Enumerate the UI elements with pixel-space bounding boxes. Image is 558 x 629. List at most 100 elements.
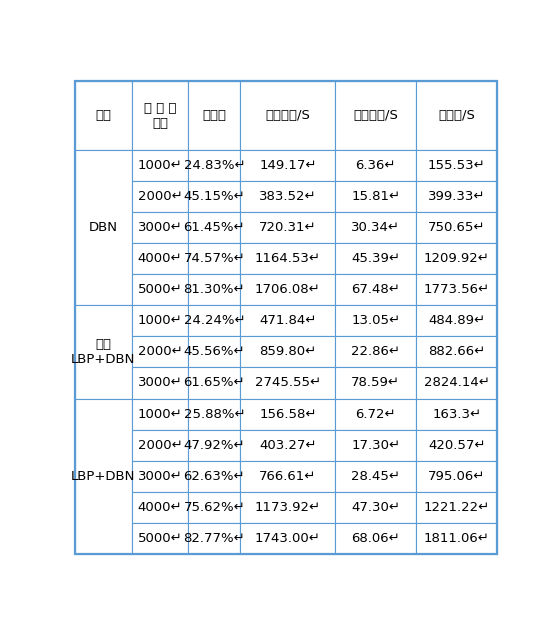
Text: 识别率: 识别率 — [203, 109, 227, 122]
Bar — [240, 274, 335, 305]
Bar — [132, 430, 189, 460]
Bar — [416, 492, 497, 523]
Text: 47.92%↵: 47.92%↵ — [184, 438, 245, 452]
Bar — [132, 492, 189, 523]
Text: 2824.14↵: 2824.14↵ — [424, 376, 489, 389]
Text: 1173.92↵: 1173.92↵ — [255, 501, 321, 514]
Bar — [132, 305, 189, 337]
Bar — [189, 337, 240, 367]
Text: 1706.08↵: 1706.08↵ — [255, 283, 321, 296]
Text: 420.57↵: 420.57↵ — [428, 438, 485, 452]
Text: 5000↵: 5000↵ — [138, 532, 182, 545]
Text: 81.30%↵: 81.30%↵ — [184, 283, 245, 296]
Bar — [75, 150, 132, 305]
Text: 859.80↵: 859.80↵ — [259, 345, 316, 359]
Bar — [416, 430, 497, 460]
Text: 750.65↵: 750.65↵ — [428, 221, 485, 234]
Bar — [132, 181, 189, 212]
Bar — [75, 399, 132, 554]
Bar — [132, 367, 189, 399]
Text: 61.45%↵: 61.45%↵ — [184, 221, 245, 234]
Bar — [335, 399, 416, 430]
Text: 1164.53↵: 1164.53↵ — [255, 252, 321, 265]
Text: 78.59↵: 78.59↵ — [352, 376, 401, 389]
Bar — [189, 212, 240, 243]
Text: 1743.00↵: 1743.00↵ — [255, 532, 321, 545]
Bar — [335, 212, 416, 243]
Text: 24.24%↵: 24.24%↵ — [184, 314, 245, 327]
Text: 399.33↵: 399.33↵ — [428, 190, 485, 203]
Bar — [240, 305, 335, 337]
Text: 2745.55↵: 2745.55↵ — [255, 376, 321, 389]
Text: 156.58↵: 156.58↵ — [259, 408, 316, 421]
Bar — [240, 430, 335, 460]
Bar — [416, 337, 497, 367]
Bar — [189, 243, 240, 274]
Bar — [240, 460, 335, 492]
Bar — [132, 150, 189, 181]
Text: 28.45↵: 28.45↵ — [352, 470, 401, 482]
Text: 1000↵: 1000↵ — [138, 314, 182, 327]
Text: 15.81↵: 15.81↵ — [352, 190, 401, 203]
Text: 1811.06↵: 1811.06↵ — [424, 532, 489, 545]
Bar — [132, 337, 189, 367]
Bar — [416, 367, 497, 399]
Bar — [240, 81, 335, 150]
Bar — [189, 81, 240, 150]
Bar — [240, 150, 335, 181]
Bar — [416, 523, 497, 554]
Bar — [335, 492, 416, 523]
Text: 68.06↵: 68.06↵ — [352, 532, 400, 545]
Text: 45.39↵: 45.39↵ — [352, 252, 401, 265]
Text: 6.36↵: 6.36↵ — [355, 159, 396, 172]
Bar — [335, 243, 416, 274]
Bar — [416, 305, 497, 337]
Bar — [335, 430, 416, 460]
Text: 61.65%↵: 61.65%↵ — [184, 376, 245, 389]
Text: 6.72↵: 6.72↵ — [355, 408, 396, 421]
Text: 2000↵: 2000↵ — [138, 190, 182, 203]
Bar — [335, 523, 416, 554]
Bar — [416, 243, 497, 274]
Bar — [189, 181, 240, 212]
Text: 45.15%↵: 45.15%↵ — [184, 190, 245, 203]
Bar — [189, 430, 240, 460]
Text: 67.48↵: 67.48↵ — [352, 283, 400, 296]
Text: 163.3↵: 163.3↵ — [432, 408, 481, 421]
Text: 30.34↵: 30.34↵ — [352, 221, 401, 234]
Bar — [189, 523, 240, 554]
Text: 720.31↵: 720.31↵ — [259, 221, 317, 234]
Text: 3000↵: 3000↵ — [138, 221, 182, 234]
Text: 795.06↵: 795.06↵ — [428, 470, 485, 482]
Text: DBN: DBN — [89, 221, 118, 234]
Bar — [132, 399, 189, 430]
Text: 训练时间/S: 训练时间/S — [266, 109, 310, 122]
Bar — [132, 243, 189, 274]
Text: 882.66↵: 882.66↵ — [428, 345, 485, 359]
Bar — [240, 337, 335, 367]
Text: 1000↵: 1000↵ — [138, 408, 182, 421]
Bar — [75, 305, 132, 399]
Text: 155.53↵: 155.53↵ — [428, 159, 485, 172]
Text: 1209.92↵: 1209.92↵ — [424, 252, 489, 265]
Text: 17.30↵: 17.30↵ — [352, 438, 401, 452]
Bar — [75, 81, 132, 150]
Bar — [416, 150, 497, 181]
Text: 22.86↵: 22.86↵ — [352, 345, 401, 359]
Text: 总时间/S: 总时间/S — [438, 109, 475, 122]
Bar — [240, 243, 335, 274]
Text: 3000↵: 3000↵ — [138, 470, 182, 482]
Text: 471.84↵: 471.84↵ — [259, 314, 316, 327]
Text: 484.89↵: 484.89↵ — [428, 314, 485, 327]
Bar — [335, 305, 416, 337]
Bar — [189, 492, 240, 523]
Bar — [416, 181, 497, 212]
Bar — [335, 337, 416, 367]
Text: 82.77%↵: 82.77%↵ — [184, 532, 245, 545]
Text: 149.17↵: 149.17↵ — [259, 159, 316, 172]
Text: 47.30↵: 47.30↵ — [352, 501, 401, 514]
Bar — [132, 212, 189, 243]
Bar — [335, 150, 416, 181]
Text: 1773.56↵: 1773.56↵ — [424, 283, 490, 296]
Bar — [416, 399, 497, 430]
